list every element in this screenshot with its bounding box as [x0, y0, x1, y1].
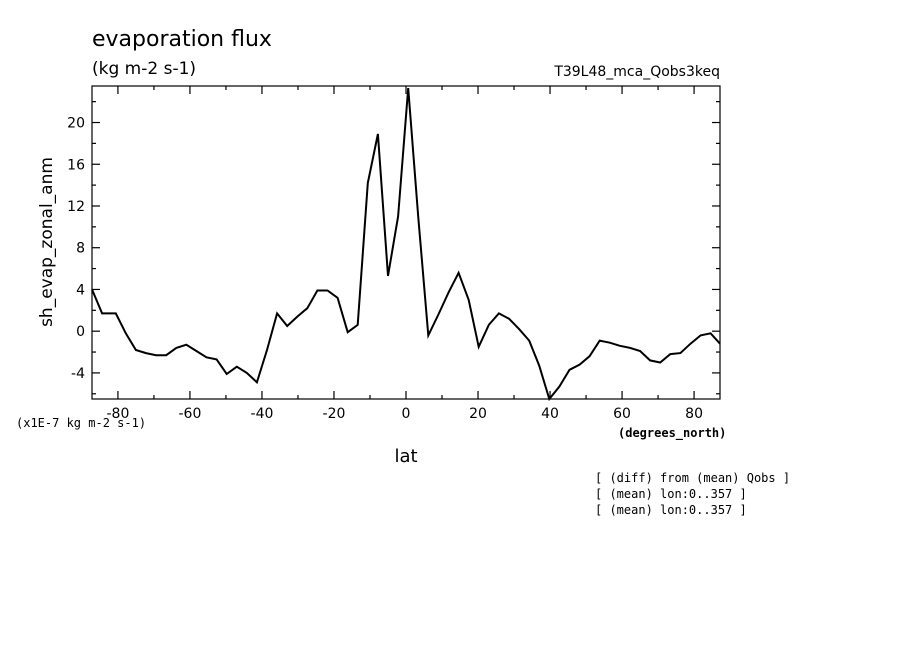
- y-axis-label: sh_evap_zonal_anm: [37, 157, 57, 327]
- x-axis-label: lat: [394, 446, 417, 467]
- x-unit-note: (degrees_north): [618, 426, 726, 441]
- plot-frame: [91, 85, 721, 400]
- x-tick-label: -40: [251, 406, 274, 422]
- y-tick-label: 4: [76, 282, 85, 298]
- x-tick-label: 80: [685, 406, 703, 422]
- y-tick-label: 16: [67, 157, 85, 173]
- note-line-3: [ (mean) lon:0..357 ]: [595, 503, 747, 517]
- scale-note: (x1E-7 kg m-2 s-1): [16, 416, 146, 430]
- chart-title: evaporation flux: [92, 27, 272, 52]
- y-tick-label: -4: [71, 366, 85, 382]
- x-tick-label: -20: [323, 406, 346, 422]
- series-line: [91, 88, 721, 402]
- chart-units: (kg m-2 s-1): [92, 59, 196, 79]
- y-tick-label: 8: [76, 241, 85, 257]
- note-line-1: [ (diff) from (mean) Qobs ]: [595, 471, 790, 485]
- y-tick-label: 20: [67, 116, 85, 132]
- x-tick-label: -60: [179, 406, 202, 422]
- x-tick-label: 40: [541, 406, 559, 422]
- x-tick-label: 60: [613, 406, 631, 422]
- x-tick-label: 0: [402, 406, 411, 422]
- y-tick-label: 0: [76, 324, 85, 340]
- x-tick-labels: -80 -60 -40 -20 0 20 40 60 80: [106, 406, 702, 422]
- x-tick-label: 20: [469, 406, 487, 422]
- y-tick-labels: -4 0 4 8 12 16 20: [67, 116, 85, 382]
- note-line-2: [ (mean) lon:0..357 ]: [595, 487, 747, 501]
- run-id-label: T39L48_mca_Qobs3keq: [553, 64, 720, 80]
- axis-ticks: [92, 86, 720, 399]
- y-tick-label: 12: [67, 199, 85, 215]
- x-tick-label: -80: [106, 406, 129, 422]
